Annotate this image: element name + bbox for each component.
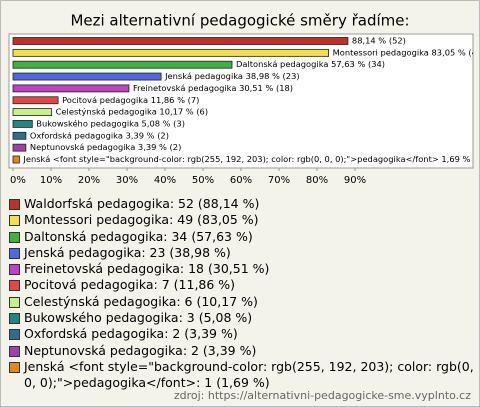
bar — [12, 155, 20, 164]
x-tick-label: 30% — [116, 175, 138, 186]
legend-label: Pocitová pedagogika: 7 (11,86 %) — [24, 277, 236, 293]
x-tick-label: 20% — [78, 175, 100, 186]
legend-label: Waldorfská pedagogika: 52 (88,14 %) — [24, 196, 260, 211]
x-tick-label: 40% — [154, 175, 176, 186]
chart-title: Mezi alternativní pedagogické směry řadí… — [70, 12, 409, 30]
source: zdroj: https://alternativni-pedagogicke-… — [173, 389, 471, 402]
legend-label: Montessori pedagogika: 49 (83,05 %) — [24, 212, 259, 228]
legend-item: Daltonská pedagogika: 34 (57,63 %) — [9, 229, 474, 245]
legend-label: Jenská pedagogika: 23 (38,98 %) — [24, 244, 231, 260]
bar-label: Daltonská pedagogika 57,63 % (34) — [236, 59, 385, 69]
legend-label: Daltonská pedagogika: 34 (57,63 %) — [24, 228, 253, 244]
bar-label: 88,14 % (52) — [352, 36, 406, 46]
legend-item: Pocitová pedagogika: 7 (11,86 %) — [9, 277, 474, 293]
bar — [12, 48, 329, 57]
bar-label: Neptunovská pedagogika 3,39 % (2) — [30, 142, 181, 152]
bar — [12, 72, 162, 81]
bar-label: Oxfordská pedagogika 3,39 % (2) — [30, 130, 169, 140]
bar — [12, 131, 27, 140]
bar-label: Freinetovská pedagogika 30,51 % (18) — [133, 83, 293, 93]
bar — [12, 143, 27, 152]
legend-item: Jenská <font style="background-color: rg… — [9, 359, 474, 392]
legend-swatch — [9, 231, 20, 243]
legend-swatch — [9, 345, 20, 357]
legend-item: Bukowského pedagogika: 3 (5,08 %) — [9, 310, 474, 326]
x-tick-label: 10% — [40, 175, 62, 186]
plot: 88,14 % (52)Montessori pedagogika 83,05 … — [12, 36, 479, 164]
legend-swatch — [9, 199, 20, 210]
legend-swatch — [9, 280, 20, 292]
bar-label: Jenská pedagogika 38,98 % (23) — [164, 71, 299, 81]
legend-label: Oxfordská pedagogika: 2 (3,39 %) — [24, 326, 238, 342]
bar — [12, 60, 233, 69]
bar-label: Montessori pedagogika 83,05 % (49) — [333, 47, 479, 57]
bar — [12, 120, 33, 128]
legend-label: Freinetovská pedagogika: 18 (30,51 %) — [24, 261, 270, 277]
legend-label: Neptunovská pedagogika: 2 (3,39 %) — [24, 342, 257, 358]
bar-label: Celestýnská pedagogika 10,17 % (6) — [56, 107, 208, 117]
legend-item: Neptunovská pedagogika: 2 (3,39 %) — [9, 343, 474, 359]
chart: Mezi alternativní pedagogické směry řadí… — [8, 12, 479, 186]
legend-label: Celestýnská pedagogika: 6 (10,17 %) — [24, 293, 258, 309]
bar — [12, 37, 349, 45]
bar — [12, 96, 59, 105]
legend-swatch — [9, 215, 20, 227]
legend-item: Waldorfská pedagogika: 52 (88,14 %) — [9, 196, 474, 212]
legend-item: Montessori pedagogika: 49 (83,05 %) — [9, 212, 474, 228]
legend-swatch — [9, 313, 20, 325]
bar — [12, 108, 53, 116]
bar-label: Pocitová pedagogika 11,86 % (7) — [62, 95, 199, 105]
legend-item: Jenská pedagogika: 23 (38,98 %) — [9, 245, 474, 261]
x-tick-label: 60% — [230, 175, 252, 186]
x-tick-label: 90% — [344, 175, 366, 186]
legend-label: Bukowského pedagogika: 3 (5,08 %) — [24, 310, 253, 326]
bar-label: Jenská <font style="background-color: rg… — [22, 154, 479, 164]
x-tick-label: 80% — [306, 175, 328, 186]
legend-label: Jenská <font style="background-color: rg… — [24, 358, 474, 391]
x-tick-label: 0% — [10, 175, 26, 186]
legend: Waldorfská pedagogika: 52 (88,14 %) Monte… — [9, 196, 474, 392]
legend-swatch — [9, 296, 20, 308]
legend-swatch — [9, 329, 20, 341]
legend-item: Celestýnská pedagogika: 6 (10,17 %) — [9, 294, 474, 310]
legend-swatch — [9, 247, 20, 259]
legend-swatch — [9, 264, 20, 276]
legend-item: Freinetovská pedagogika: 18 (30,51 %) — [9, 261, 474, 277]
legend-swatch — [9, 361, 20, 373]
legend-item: Oxfordská pedagogika: 2 (3,39 %) — [9, 326, 474, 342]
x-tick-label: 70% — [268, 175, 290, 186]
bar — [12, 84, 130, 93]
bar-label: Bukowského pedagogika 5,08 % (3) — [36, 118, 185, 128]
x-tick-label: 50% — [192, 175, 214, 186]
